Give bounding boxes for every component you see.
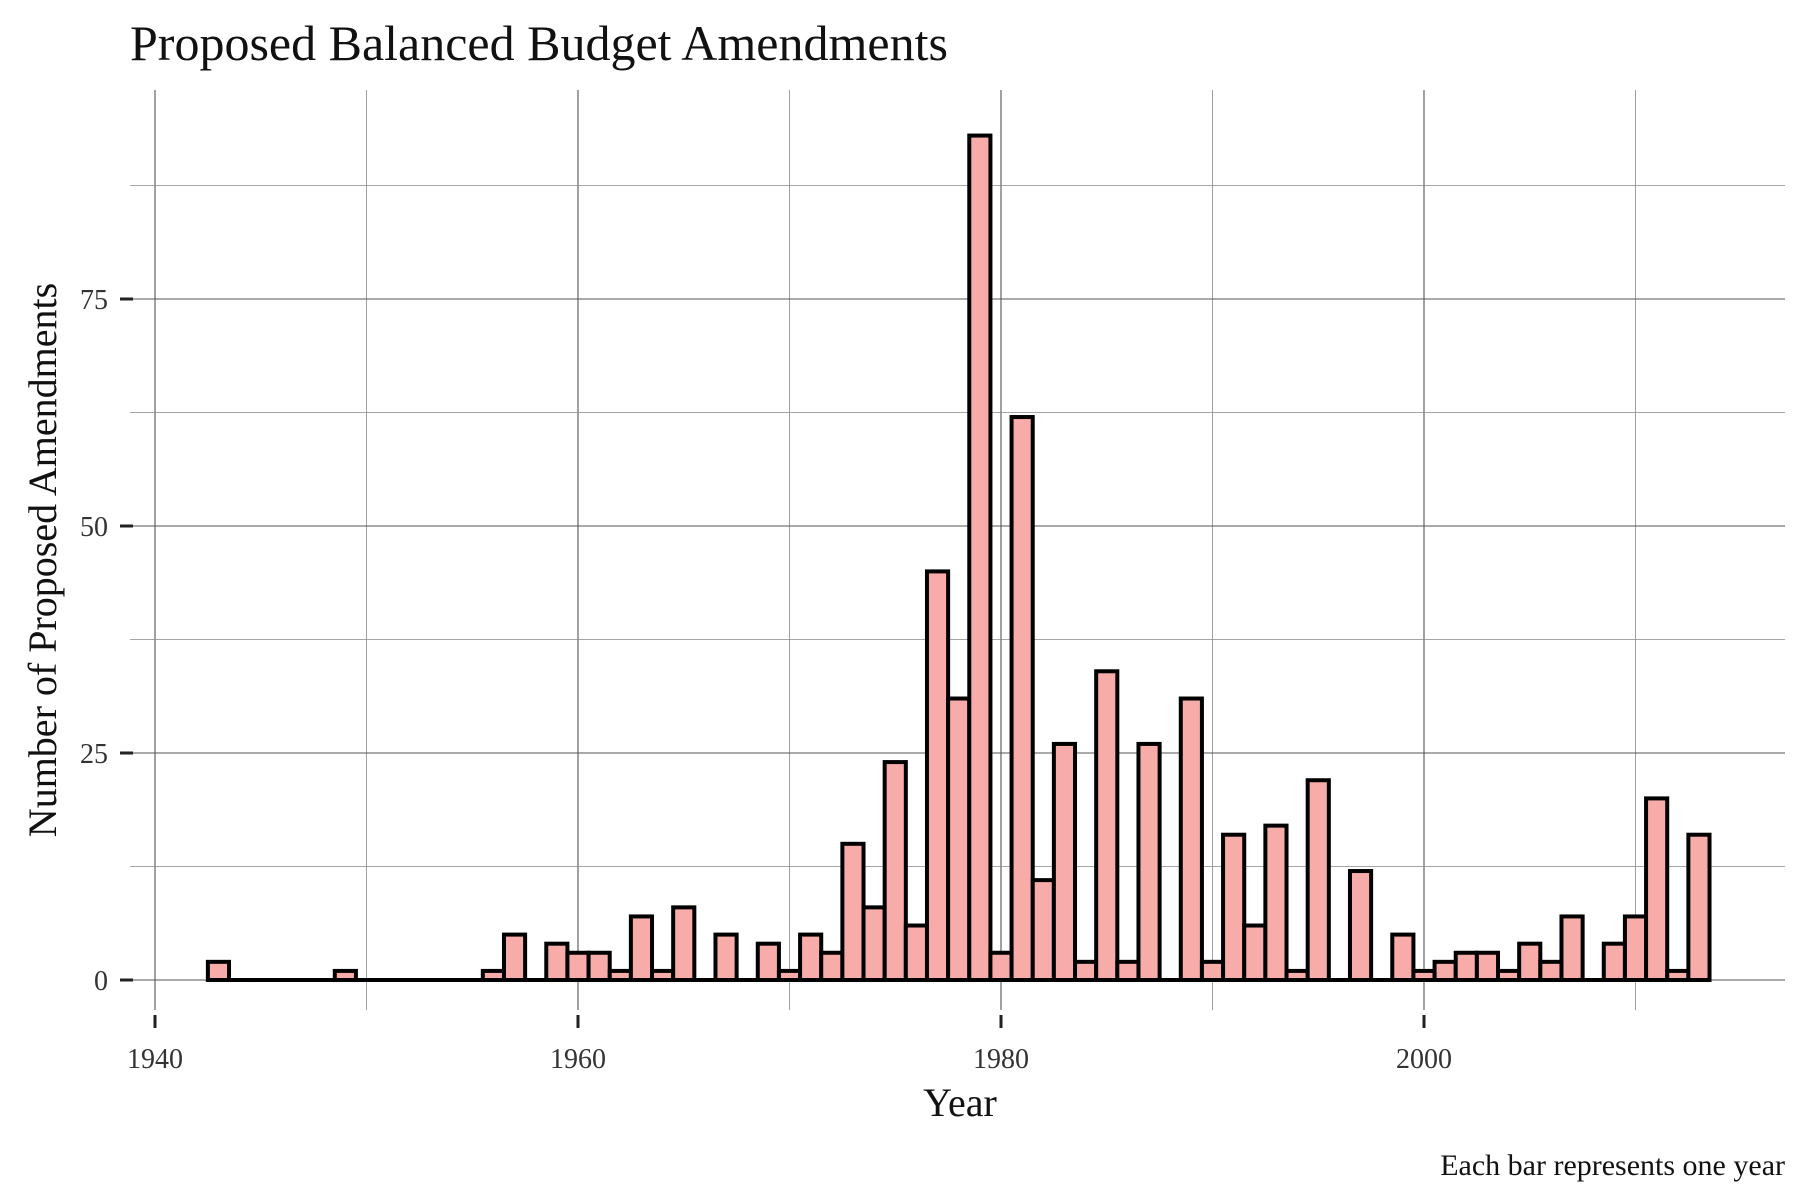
bar-1981: [1009, 415, 1035, 983]
bar-1972: [819, 950, 845, 983]
bar-2003: [1474, 950, 1501, 983]
bar-2010: [1622, 914, 1649, 983]
x-tick-label-1940: 1940: [127, 1044, 183, 1075]
bar-1967: [713, 932, 739, 982]
x-axis-title: Year: [923, 1080, 997, 1125]
bar-2004: [1496, 968, 1522, 982]
bar-1969: [755, 941, 781, 982]
x-tick-label-1980: 1980: [973, 1044, 1029, 1075]
bar-2006: [1538, 959, 1564, 983]
bar-1970: [776, 968, 803, 982]
bar-1965: [671, 905, 697, 982]
x-tick-label-2000: 2000: [1396, 1044, 1452, 1075]
bar-1987: [1136, 741, 1162, 982]
bar-1963: [628, 914, 655, 983]
bar-1999: [1390, 932, 1416, 982]
bar-2012: [1665, 968, 1691, 982]
chart-title: Proposed Balanced Budget Amendments: [130, 15, 948, 71]
bar-1985: [1094, 669, 1120, 983]
bar-1997: [1347, 869, 1374, 982]
bar-1991: [1221, 832, 1247, 982]
bar-1964: [650, 968, 676, 982]
bar-1956: [480, 968, 506, 982]
bar-1989: [1178, 696, 1204, 983]
bar-1974: [861, 905, 887, 982]
y-tick-label-75: 75: [80, 285, 108, 316]
bar-1977: [924, 569, 951, 983]
chart-caption: Each bar represents one year: [1440, 1149, 1785, 1182]
bar-1994: [1284, 968, 1310, 982]
bar-1978: [946, 696, 972, 983]
bar-1973: [840, 841, 866, 982]
bar-1959: [544, 941, 570, 982]
bar-1983: [1051, 741, 1078, 982]
bar-1980: [988, 950, 1014, 983]
y-axis-title: Number of Proposed Amendments: [20, 283, 65, 837]
bar-2001: [1432, 959, 1458, 983]
bar-2002: [1453, 950, 1479, 983]
x-tick-label-1960: 1960: [550, 1044, 606, 1075]
bar-1960: [565, 950, 591, 983]
bar-2000: [1411, 968, 1437, 982]
bar-1993: [1263, 823, 1289, 983]
bar-1976: [903, 923, 929, 983]
bar-2007: [1559, 914, 1585, 983]
bar-1990: [1199, 959, 1226, 983]
bars: [205, 133, 1712, 983]
bar-1962: [607, 968, 633, 982]
y-tick-label-25: 25: [80, 739, 108, 770]
y-tick-label-50: 50: [80, 512, 108, 543]
bar-2009: [1601, 941, 1627, 982]
bar-1957: [501, 932, 528, 982]
bar-1984: [1073, 959, 1099, 983]
axes: 1940 1960 1980 2000 0 25 50 75: [80, 285, 1452, 1075]
bar-1949: [332, 968, 358, 982]
bar-1982: [1030, 878, 1056, 982]
bar-1992: [1242, 923, 1268, 983]
bar-1995: [1305, 778, 1331, 982]
bar-1975: [882, 760, 908, 983]
bar-2011: [1644, 796, 1670, 983]
bar-1986: [1115, 959, 1141, 983]
bar-1971: [798, 932, 824, 982]
bar-2013: [1686, 832, 1712, 982]
y-tick-label-0: 0: [94, 966, 108, 997]
bar-1961: [586, 950, 612, 983]
bar-2005: [1517, 941, 1543, 982]
bar-1979: [967, 133, 993, 982]
bar-1943: [205, 959, 232, 983]
